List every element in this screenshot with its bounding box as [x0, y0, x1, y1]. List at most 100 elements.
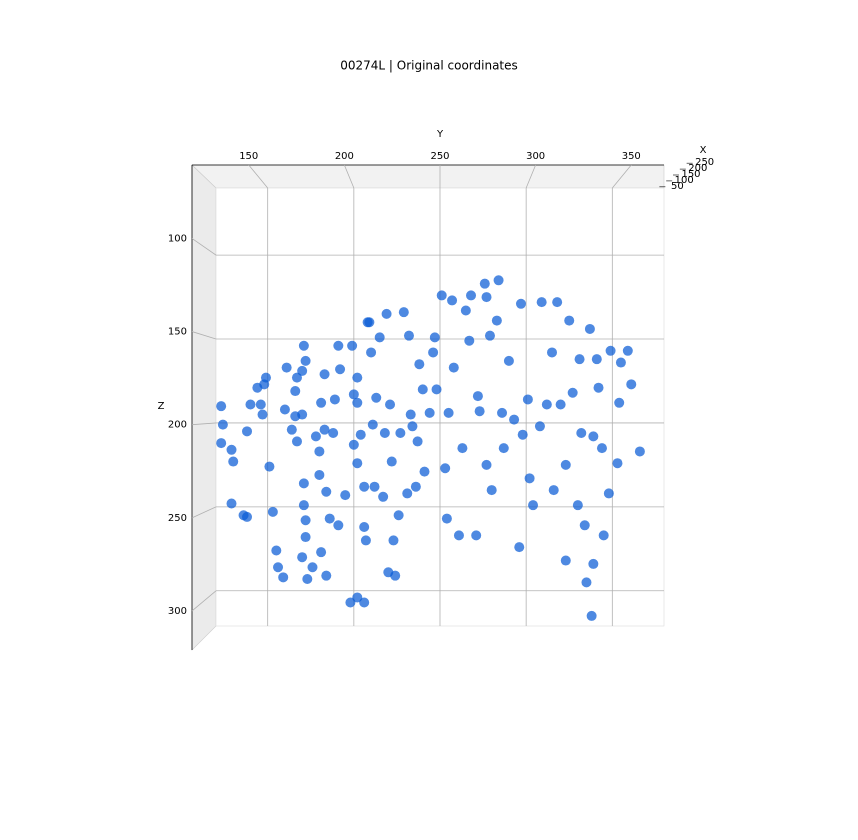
point	[255, 399, 266, 410]
point	[419, 466, 430, 477]
point	[348, 389, 359, 400]
point	[486, 485, 497, 496]
x-tick-label: 150	[681, 169, 700, 180]
point	[429, 332, 440, 343]
point	[310, 431, 321, 442]
point	[324, 513, 335, 524]
y-tick-label: 250	[430, 151, 449, 162]
point	[460, 305, 471, 316]
grid-line	[611, 164, 632, 189]
point	[395, 428, 406, 439]
point	[555, 399, 566, 410]
point	[359, 597, 370, 608]
point	[228, 456, 239, 467]
point	[217, 419, 228, 430]
point	[472, 391, 483, 402]
point	[388, 535, 399, 546]
point	[297, 409, 308, 420]
point	[360, 535, 371, 546]
point	[614, 397, 625, 408]
point	[481, 292, 492, 303]
point	[497, 407, 508, 418]
point	[300, 532, 311, 543]
point	[398, 307, 409, 318]
point	[603, 488, 614, 499]
point	[271, 545, 282, 556]
point	[297, 365, 308, 376]
point	[307, 562, 318, 573]
point	[316, 547, 327, 558]
point	[484, 330, 495, 341]
y-tick-label: 200	[335, 151, 354, 162]
point	[216, 401, 227, 412]
point	[548, 485, 559, 496]
point	[567, 387, 578, 398]
point	[333, 340, 344, 351]
z-tick-label: 250	[168, 513, 187, 524]
point	[471, 530, 482, 541]
point	[393, 510, 404, 521]
point	[314, 446, 325, 457]
point	[226, 444, 237, 455]
z-tick-label: 300	[168, 606, 187, 617]
point	[267, 506, 278, 517]
point	[374, 332, 385, 343]
point	[369, 481, 380, 492]
x-tick-label: 250	[695, 157, 714, 168]
point	[615, 357, 626, 368]
point	[321, 570, 332, 581]
point	[264, 461, 275, 472]
point	[403, 330, 414, 341]
point	[453, 530, 464, 541]
point	[410, 481, 421, 492]
point	[564, 315, 575, 326]
point	[572, 500, 583, 511]
point	[541, 399, 552, 410]
point	[457, 443, 468, 454]
point	[385, 399, 396, 410]
y-tick-label: 350	[622, 151, 641, 162]
point	[321, 486, 332, 497]
point	[509, 414, 520, 425]
point	[216, 438, 227, 449]
point	[547, 347, 557, 358]
x-tick-label: 100	[675, 175, 694, 186]
point	[574, 354, 585, 365]
point	[355, 429, 366, 440]
point	[481, 459, 492, 470]
point	[335, 364, 346, 375]
point	[528, 500, 539, 511]
point	[440, 463, 451, 474]
point	[340, 490, 351, 501]
point	[316, 397, 327, 408]
point	[298, 500, 309, 511]
y-tick-label: 150	[239, 151, 258, 162]
grid-line	[343, 164, 355, 189]
point	[605, 345, 616, 356]
point	[424, 407, 435, 418]
point	[333, 520, 344, 531]
point	[428, 347, 439, 358]
point	[348, 439, 359, 450]
point	[352, 397, 363, 408]
x-tick-label: 200	[688, 163, 707, 174]
point	[491, 315, 502, 326]
point	[464, 335, 475, 346]
point	[414, 359, 425, 370]
point	[290, 386, 301, 397]
point	[466, 290, 477, 301]
point	[314, 469, 325, 480]
point	[260, 372, 271, 383]
point	[364, 317, 375, 328]
left-pane	[191, 164, 217, 651]
point	[291, 436, 302, 447]
point	[329, 394, 340, 405]
point	[366, 347, 377, 358]
point	[278, 572, 289, 583]
point	[381, 308, 392, 319]
point	[431, 384, 442, 395]
point	[257, 409, 268, 420]
grid-line	[191, 238, 217, 256]
point	[359, 521, 370, 532]
